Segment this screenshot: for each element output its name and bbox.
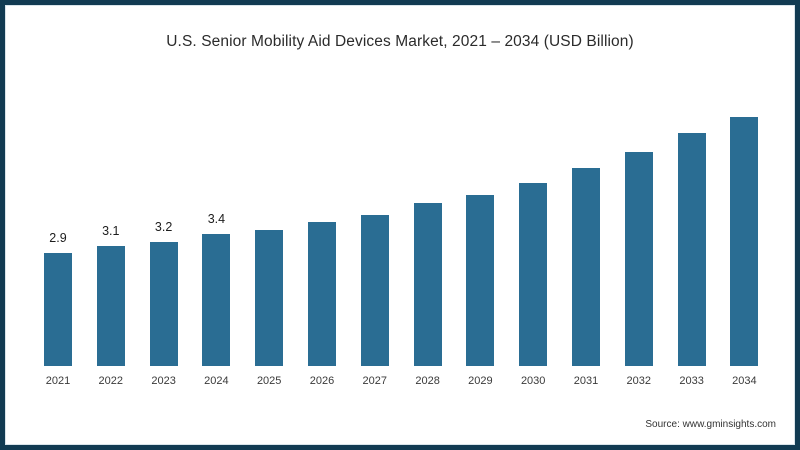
bar-2030[interactable]	[519, 183, 548, 366]
x-axis-tick-2025: 2025	[256, 375, 282, 387]
x-axis-tick-2027: 2027	[362, 375, 388, 387]
x-axis-tick-2022: 2022	[98, 375, 124, 387]
bar-2028[interactable]	[413, 202, 442, 366]
bar-2029[interactable]	[466, 195, 495, 366]
x-axis-tick-2032: 2032	[626, 375, 652, 387]
x-axis-tick-2029: 2029	[468, 375, 493, 387]
x-axis-tick-2026: 2026	[309, 375, 335, 387]
frame-border-top	[0, 0, 800, 5]
bar-2024[interactable]	[202, 233, 231, 366]
x-axis-tick-2034: 2034	[732, 375, 757, 387]
chart-title: U.S. Senior Mobility Aid Devices Market,…	[166, 33, 634, 50]
x-axis-tick-2021: 2021	[45, 375, 71, 387]
bar-2023[interactable]	[149, 241, 178, 366]
frame-border-bottom	[0, 445, 800, 450]
frame-border-left	[0, 0, 5, 450]
x-axis-tick-2031: 2031	[573, 375, 599, 387]
x-axis-tick-2030: 2030	[520, 375, 546, 387]
bar-value-label-2021: 2.9	[49, 231, 67, 246]
bar-2022[interactable]	[96, 245, 125, 366]
bar-2033[interactable]	[677, 132, 706, 366]
bar-2034[interactable]	[730, 117, 759, 366]
bar-2021[interactable]	[44, 253, 72, 366]
bar-value-label-2022: 3.1	[102, 223, 120, 238]
bar-2031[interactable]	[572, 167, 600, 366]
x-axis-tick-2023: 2023	[151, 375, 176, 387]
bar-2026[interactable]	[308, 222, 336, 366]
source-attribution: Source: www.gminsights.com	[645, 419, 776, 430]
x-axis-tick-2028: 2028	[415, 375, 440, 387]
bar-2027[interactable]	[360, 214, 389, 366]
bar-2032[interactable]	[624, 152, 653, 366]
bar-value-label-2023: 3.2	[154, 219, 173, 234]
bar-value-label-2024: 3.4	[207, 211, 226, 226]
bar-2025[interactable]	[255, 230, 284, 366]
x-axis-tick-2033: 2033	[679, 375, 704, 387]
x-axis-tick-2024: 2024	[204, 375, 229, 387]
frame-border-right	[795, 0, 800, 450]
